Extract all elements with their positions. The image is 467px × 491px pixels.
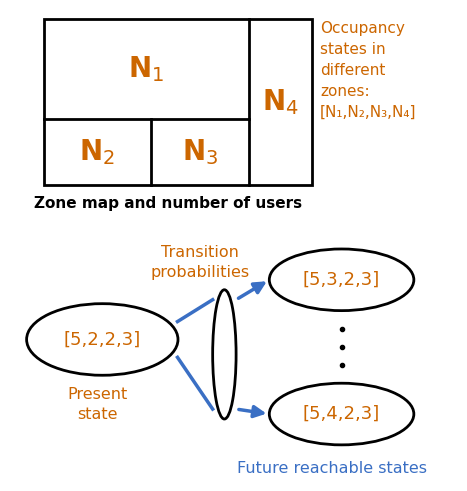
Ellipse shape [269, 249, 414, 311]
Bar [44, 19, 312, 185]
Text: [5,2,2,3]: [5,2,2,3] [64, 330, 141, 349]
Text: [5,3,2,3]: [5,3,2,3] [303, 271, 380, 289]
Ellipse shape [27, 303, 178, 375]
Text: N$_1$: N$_1$ [128, 54, 164, 84]
Text: Occupancy
states in
different
zones:
[N₁,N₂,N₃,N₄]: Occupancy states in different zones: [N₁… [320, 21, 417, 120]
Ellipse shape [212, 290, 236, 419]
Text: [5,4,2,3]: [5,4,2,3] [303, 405, 380, 423]
Text: Future reachable states: Future reachable states [237, 461, 427, 476]
Text: Present
state: Present state [67, 387, 127, 422]
Text: N$_4$: N$_4$ [262, 87, 299, 117]
Text: N$_2$: N$_2$ [79, 137, 115, 167]
Text: Zone map and number of users: Zone map and number of users [34, 196, 302, 211]
Text: Transition
probabilities: Transition probabilities [150, 245, 249, 280]
Ellipse shape [269, 383, 414, 445]
Text: N$_3$: N$_3$ [182, 137, 218, 167]
